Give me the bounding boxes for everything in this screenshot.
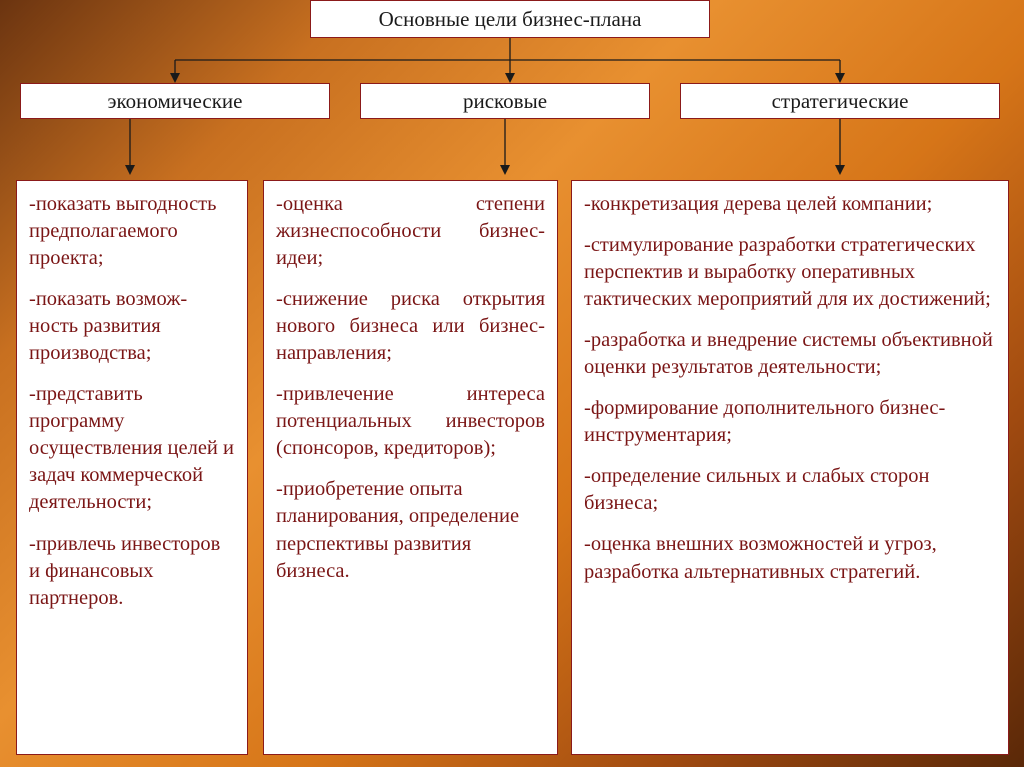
content-left-3: -привлечь инвесторов и финансовых партне… [29, 531, 235, 612]
content-mid-0: -оценка степени жизнеспособности бизнес-… [276, 191, 545, 272]
content-left-2: -представить программу осуществления цел… [29, 381, 235, 516]
content-right-5: -оценка внешних возможностей и угроз, ра… [584, 531, 996, 585]
content-box-right: -конкретизация дерева целей компании; -с… [571, 180, 1009, 755]
content-left-0: -показать выгодность предполагаемого про… [29, 191, 235, 272]
category-label-mid: рисковые [463, 89, 547, 114]
content-right-3: -формирование дополнительного бизнес-инс… [584, 395, 996, 449]
content-box-mid: -оценка степени жизнеспособности бизнес-… [263, 180, 558, 755]
content-right-4: -определение сильных и слабых сторон биз… [584, 463, 996, 517]
content-left-1: -показать возмож-ность развития производ… [29, 286, 235, 367]
content-right-0: -конкретизация дерева целей компании; [584, 191, 996, 218]
content-right-1: -стимулирование разработки стратегически… [584, 232, 996, 313]
category-label-left: экономические [107, 89, 242, 114]
content-right-2: -разработка и внедрение системы объектив… [584, 327, 996, 381]
content-mid-3: -приобретение опыта планирования, опреде… [276, 476, 545, 584]
content-box-left: -показать выгодность предполагаемого про… [16, 180, 248, 755]
category-box-mid: рисковые [360, 83, 650, 119]
category-box-right: стратегические [680, 83, 1000, 119]
content-mid-1: -снижение риска открытия нового бизнеса … [276, 286, 545, 367]
category-label-right: стратегические [772, 89, 909, 114]
content-mid-2: -привлечение интереса потенциальных инве… [276, 381, 545, 462]
category-box-left: экономические [20, 83, 330, 119]
category-to-content-connector [0, 119, 1024, 181]
title-to-categories-connector [0, 0, 1024, 90]
